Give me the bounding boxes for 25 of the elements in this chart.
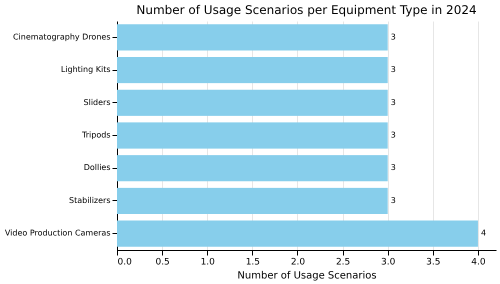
data-label: 3 <box>390 65 396 74</box>
x-tick-label: 0.0 <box>118 258 132 268</box>
x-axis-title: Number of Usage Scenarios <box>237 270 377 282</box>
x-tick-label: 3.0 <box>381 258 396 268</box>
x-tick-label: 4.0 <box>471 258 486 268</box>
data-label: 3 <box>390 98 396 107</box>
y-tick-label: Lighting Kits <box>60 65 110 74</box>
x-tick-label: 0.5 <box>155 258 170 268</box>
y-tick-label: Tripods <box>81 130 110 140</box>
data-label: 3 <box>390 163 396 172</box>
chart-title: Number of Usage Scenarios per Equipment Type in 2024 <box>136 3 477 17</box>
y-tick-label: Stabilizers <box>69 196 110 205</box>
y-tick-label: Sliders <box>84 98 110 107</box>
x-tick-label: 2.0 <box>290 258 306 268</box>
data-label: 3 <box>390 130 396 140</box>
x-tick-label: 2.5 <box>336 258 350 268</box>
x-tick-label: 1.0 <box>200 258 216 268</box>
data-label: 3 <box>390 196 396 205</box>
y-tick-label: Video Production Cameras <box>4 228 110 238</box>
y-tick-label: Cinematography Drones <box>12 32 110 42</box>
data-label: 3 <box>390 32 396 42</box>
x-tick-label: 3.5 <box>426 258 440 268</box>
x-tick-label: 1.5 <box>246 258 260 268</box>
y-tick-label: Dollies <box>84 163 110 172</box>
data-label: 4 <box>480 228 486 238</box>
